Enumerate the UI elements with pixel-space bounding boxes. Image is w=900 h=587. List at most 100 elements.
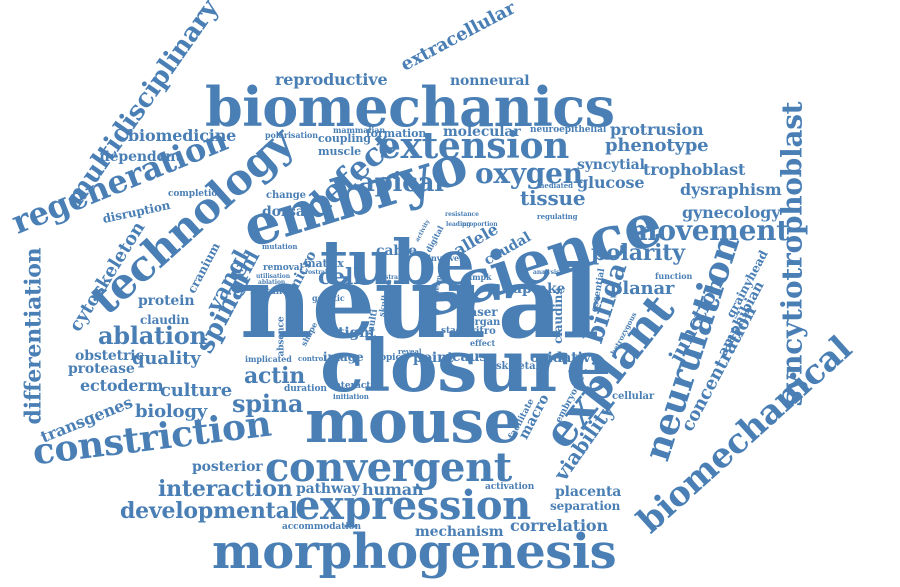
word-nonneural: nonneural bbox=[450, 73, 530, 89]
word-function: function bbox=[655, 271, 693, 281]
word-neural: neural bbox=[240, 243, 600, 361]
word-accommodation: accommodation bbox=[282, 522, 361, 532]
word-protein: protein bbox=[138, 293, 195, 309]
word-point: point bbox=[413, 350, 454, 366]
word-quality: quality bbox=[132, 348, 201, 369]
word-differentiation: differentiation bbox=[20, 247, 47, 425]
word-uptake: uptake bbox=[512, 281, 566, 297]
word-biology: biology bbox=[135, 401, 208, 422]
word-syncytiotrophoblast: syncytiotrophoblast bbox=[775, 101, 809, 407]
word-claudins: claudins bbox=[550, 288, 565, 344]
word-oxygen: oxygen bbox=[475, 157, 583, 190]
word-extension: extension bbox=[378, 125, 569, 167]
word-cellular: cellular bbox=[612, 391, 655, 402]
word-formation: formation bbox=[366, 127, 427, 140]
word-dependent: dependent bbox=[100, 149, 182, 165]
word-involve: involve bbox=[428, 253, 460, 263]
word-syncytial: syncytial bbox=[577, 157, 645, 173]
word-mediated: mediated bbox=[537, 181, 573, 190]
word-reveal: reveal bbox=[398, 347, 422, 356]
word-spina: spina bbox=[232, 389, 304, 418]
word-biomechanics: biomechanics bbox=[205, 75, 615, 139]
word-interaction: interaction bbox=[158, 476, 293, 502]
word-resistance: resistance bbox=[445, 211, 479, 218]
word-vertebrate: vertebrate bbox=[568, 369, 603, 376]
word-mutation: mutation bbox=[262, 242, 298, 251]
word-mammalian: mammalian bbox=[333, 125, 386, 135]
word-change: change bbox=[266, 190, 306, 201]
word-glucose: glucose bbox=[577, 173, 645, 192]
word-regulating: regulating bbox=[537, 212, 578, 221]
word-protrusion: protrusion bbox=[610, 120, 704, 139]
word-matrix: matrix bbox=[304, 257, 344, 270]
word-stage: stage bbox=[441, 326, 468, 336]
word-extracellular: extracellular bbox=[397, 0, 519, 76]
word-duration: duration bbox=[284, 384, 327, 394]
word-polarity: polarity bbox=[591, 240, 685, 266]
word-skeletal: skeletal bbox=[496, 361, 540, 372]
word-reproductive: reproductive bbox=[275, 70, 388, 89]
word-completion: completion bbox=[168, 189, 224, 199]
word-tube: tube bbox=[320, 226, 475, 299]
word-initiation: initiation bbox=[333, 392, 369, 401]
word-organ: organ bbox=[468, 317, 501, 328]
word-closure: closure bbox=[320, 323, 612, 408]
word-tight: tight bbox=[338, 325, 376, 341]
word-claudin: claudin bbox=[140, 313, 190, 327]
word-muscle: muscle bbox=[318, 145, 362, 158]
word-vitro: vitro bbox=[470, 326, 496, 337]
word-ectoderm: ectoderm bbox=[80, 376, 164, 395]
word-protease: protease bbox=[68, 361, 135, 377]
word-control: control bbox=[298, 354, 326, 363]
word-expression: expression bbox=[295, 482, 531, 529]
word-developmental: developmental bbox=[120, 498, 298, 524]
word-culture: culture bbox=[160, 380, 232, 401]
word-apical: apical bbox=[358, 168, 444, 198]
word-proportion: proportion bbox=[462, 221, 498, 228]
word-pathway: pathway bbox=[296, 481, 360, 497]
word-absence: absence bbox=[276, 316, 287, 357]
word-ablation-small: ablation bbox=[258, 279, 286, 286]
word-convergent: convergent bbox=[265, 444, 512, 491]
word-cell: cell bbox=[318, 264, 362, 290]
word-cable: cable bbox=[376, 243, 417, 259]
word-utilisation: utilisation bbox=[256, 273, 290, 280]
word-image: image bbox=[323, 350, 364, 364]
word-leading: leading bbox=[446, 221, 471, 228]
word-mouse: mouse bbox=[305, 387, 522, 457]
word-obstetric: obstetric bbox=[75, 348, 144, 364]
word-correlation: correlation bbox=[510, 516, 608, 535]
word-neuroepithelial: neuroepithelial bbox=[530, 125, 607, 135]
word-trophoblast: trophoblast bbox=[643, 160, 746, 179]
word-posterior: posterior bbox=[192, 459, 263, 475]
word-dysraphism: dysraphism bbox=[680, 180, 782, 199]
word-movement: movement bbox=[628, 214, 789, 247]
word-placenta: placenta bbox=[555, 484, 622, 500]
word-effect: effect bbox=[470, 338, 496, 348]
word-ablation: ablation bbox=[98, 321, 207, 350]
word-actin: actin bbox=[244, 363, 306, 389]
word-interact: interact bbox=[331, 381, 371, 391]
word-mechanism: mechanism bbox=[415, 524, 504, 540]
word-strain: strain bbox=[385, 274, 405, 281]
word-planar: planar bbox=[610, 278, 675, 299]
word-human: human bbox=[362, 480, 424, 499]
word-ampk: ampk bbox=[467, 272, 492, 282]
word-polarisation: polarisation bbox=[265, 130, 319, 140]
word-topic: topic bbox=[376, 353, 401, 363]
word-activation: activation bbox=[485, 482, 535, 492]
word-genetic: genetic bbox=[312, 293, 345, 303]
word-phenotype: phenotype bbox=[605, 135, 709, 156]
word-tissue: tissue bbox=[520, 186, 586, 210]
word-mutant: mutant bbox=[250, 287, 287, 297]
word-coupling: coupling bbox=[318, 132, 371, 145]
word-implicated: implicated bbox=[245, 354, 292, 364]
word-morphogenesis: morphogenesis bbox=[212, 524, 617, 580]
word-cause: cause bbox=[452, 349, 496, 365]
word-separation: separation bbox=[550, 499, 621, 513]
word-gynecology: gynecology bbox=[682, 203, 781, 222]
word-dorsal: dorsal bbox=[262, 204, 310, 220]
word-oxidative: oxidative bbox=[530, 350, 600, 366]
word-analysis: analysis bbox=[533, 269, 560, 276]
